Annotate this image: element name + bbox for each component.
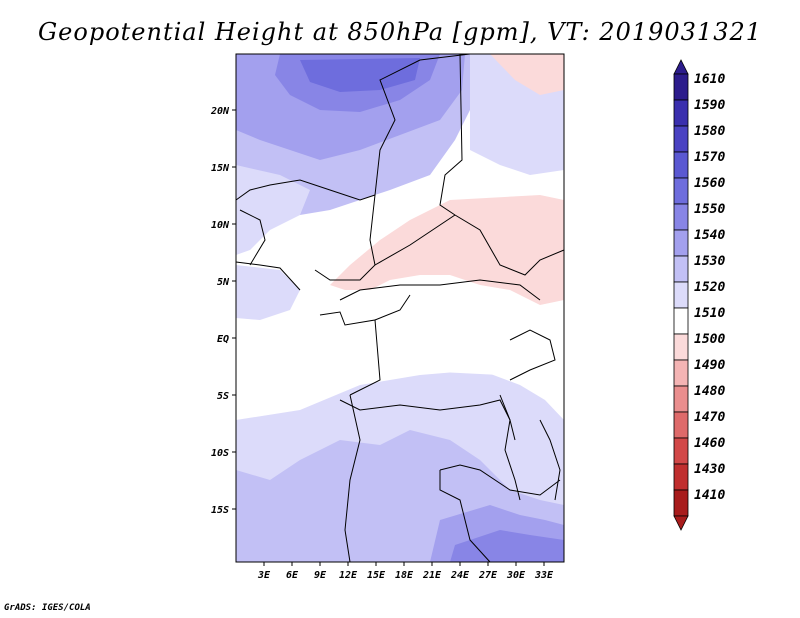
colorbar-swatch xyxy=(673,463,689,491)
colorbar-swatch xyxy=(673,385,689,413)
lon-label: 33E xyxy=(534,570,554,581)
colorbar-label: 1490 xyxy=(694,358,725,373)
colorbar-label: 1520 xyxy=(694,280,725,295)
lon-label: 3E xyxy=(257,570,271,581)
lon-label: 21E xyxy=(422,570,442,581)
lon-label: 15E xyxy=(367,570,386,581)
lat-label: 5S xyxy=(217,391,229,402)
colorbar-label: 1530 xyxy=(694,254,725,269)
colorbar-label: 1550 xyxy=(694,202,725,217)
colorbar-bottom-arrow xyxy=(673,515,689,531)
map-frame xyxy=(235,53,565,563)
lat-label: 15S xyxy=(211,505,229,516)
colorbar-label: 1570 xyxy=(694,150,725,165)
country-borders xyxy=(235,53,565,563)
lat-label: 10N xyxy=(211,220,230,231)
lon-label: 6E xyxy=(286,570,299,581)
colorbar-swatch xyxy=(673,229,689,257)
lon-label: 12E xyxy=(339,570,358,581)
colorbar-label: 1610 xyxy=(694,72,725,87)
colorbar-swatch xyxy=(673,281,689,309)
colorbar-swatch xyxy=(673,359,689,387)
colorbar-label: 1560 xyxy=(694,176,725,191)
colorbar-label: 1590 xyxy=(694,98,725,113)
height-field xyxy=(236,54,564,562)
lat-label: EQ xyxy=(217,334,229,345)
colorbar-swatch xyxy=(673,437,689,465)
footer-credit: GrADS: IGES/COLA xyxy=(4,603,91,613)
lat-axis: 20N 15N 10N 5N EQ 5S 10S 15S xyxy=(210,106,236,516)
colorbar: 1610 1590 1580 1570 1560 1550 1540 1530 1520 1510… xyxy=(673,59,725,531)
colorbar-swatch xyxy=(673,307,689,335)
colorbar-label: 1410 xyxy=(694,488,725,503)
lon-label: 30E xyxy=(506,570,526,581)
colorbar-swatch xyxy=(673,333,689,361)
colorbar-swatch xyxy=(673,411,689,439)
colorbar-label: 1460 xyxy=(694,436,725,451)
lon-label: 24E xyxy=(450,570,470,581)
colorbar-label: 1470 xyxy=(694,410,725,425)
colorbar-swatch xyxy=(673,177,689,205)
lat-label: 10S xyxy=(211,448,229,459)
lat-label: 15N xyxy=(211,163,230,174)
colorbar-label: 1480 xyxy=(694,384,725,399)
colorbar-swatch xyxy=(673,255,689,283)
colorbar-label: 1510 xyxy=(694,306,725,321)
colorbar-swatch xyxy=(673,125,689,153)
lon-axis: 3E 6E 9E 12E 15E 18E 21E 24E 27E 30E 33E xyxy=(257,562,554,581)
lat-label: 20N xyxy=(210,106,230,117)
lon-label: 9E xyxy=(314,570,327,581)
map-title: Geopotential Height at 850hPa [gpm], VT:… xyxy=(38,18,762,46)
lon-label: 27E xyxy=(478,570,498,581)
lon-label: 18E xyxy=(395,570,414,581)
colorbar-label: 1580 xyxy=(694,124,725,139)
colorbar-label: 1430 xyxy=(694,462,725,477)
colorbar-swatch xyxy=(673,489,689,517)
colorbar-swatch xyxy=(673,99,689,127)
colorbar-label: 1500 xyxy=(694,332,725,347)
colorbar-label: 1540 xyxy=(694,228,725,243)
colorbar-top-arrow xyxy=(673,59,689,75)
colorbar-swatch xyxy=(673,151,689,179)
lat-label: 5N xyxy=(217,277,230,288)
colorbar-swatch xyxy=(673,203,689,231)
colorbar-swatch xyxy=(673,73,689,101)
